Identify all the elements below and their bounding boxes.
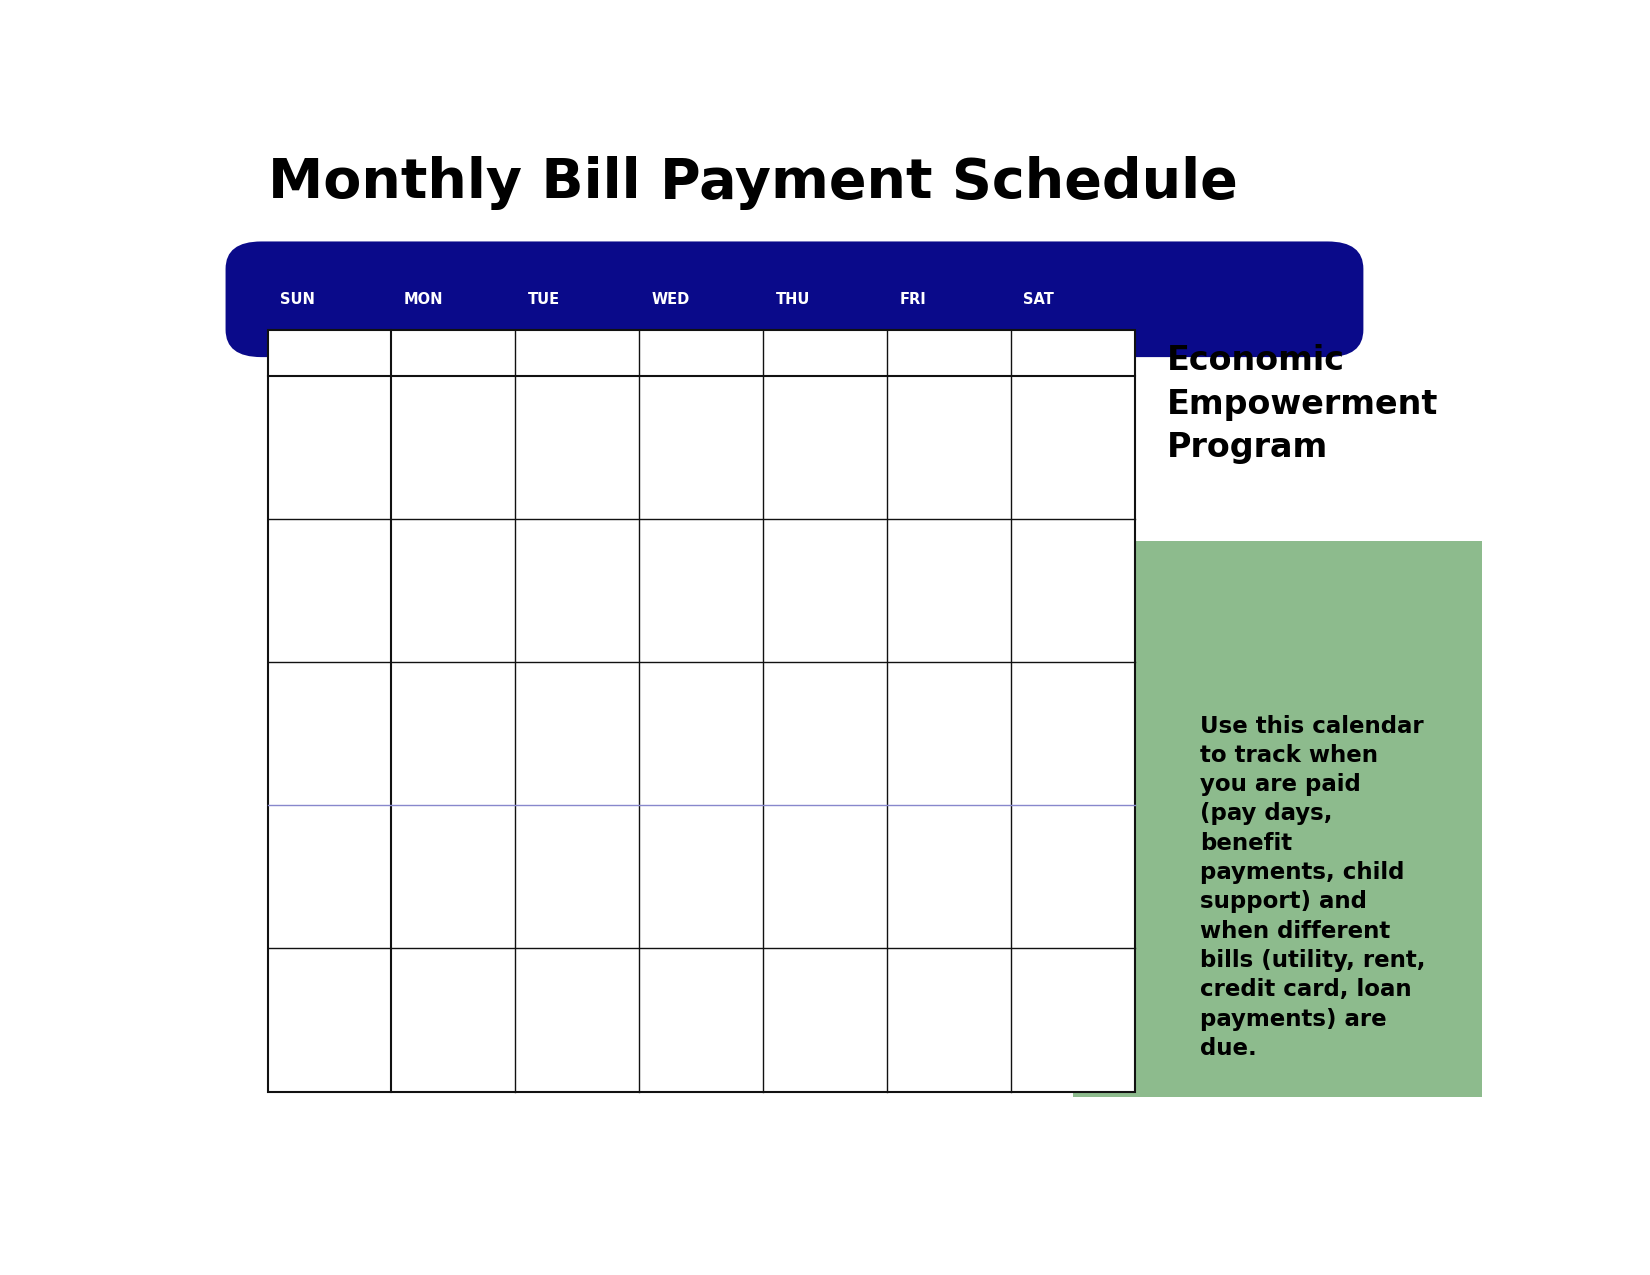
Text: Economic
Empowerment
Program: Economic Empowerment Program: [1167, 344, 1437, 464]
Bar: [267, 330, 1135, 1091]
Text: FRI: FRI: [899, 292, 926, 307]
Text: MON: MON: [404, 292, 444, 307]
Text: THU: THU: [776, 292, 810, 307]
Circle shape: [1079, 389, 1477, 694]
Text: SUN: SUN: [280, 292, 315, 307]
Bar: [1181, 187, 1465, 723]
Text: WED: WED: [652, 292, 690, 307]
Text: Monthly Bill Payment Schedule: Monthly Bill Payment Schedule: [267, 156, 1238, 210]
Text: SAT: SAT: [1023, 292, 1054, 307]
Bar: [1072, 541, 1482, 1098]
Bar: [1181, 187, 1465, 1098]
Text: Use this calendar
to track when
you are paid
(pay days,
benefit
payments, child
: Use this calendar to track when you are …: [1200, 714, 1426, 1060]
Bar: [1181, 690, 1465, 1098]
Text: TUE: TUE: [528, 292, 559, 307]
FancyBboxPatch shape: [226, 241, 1363, 357]
